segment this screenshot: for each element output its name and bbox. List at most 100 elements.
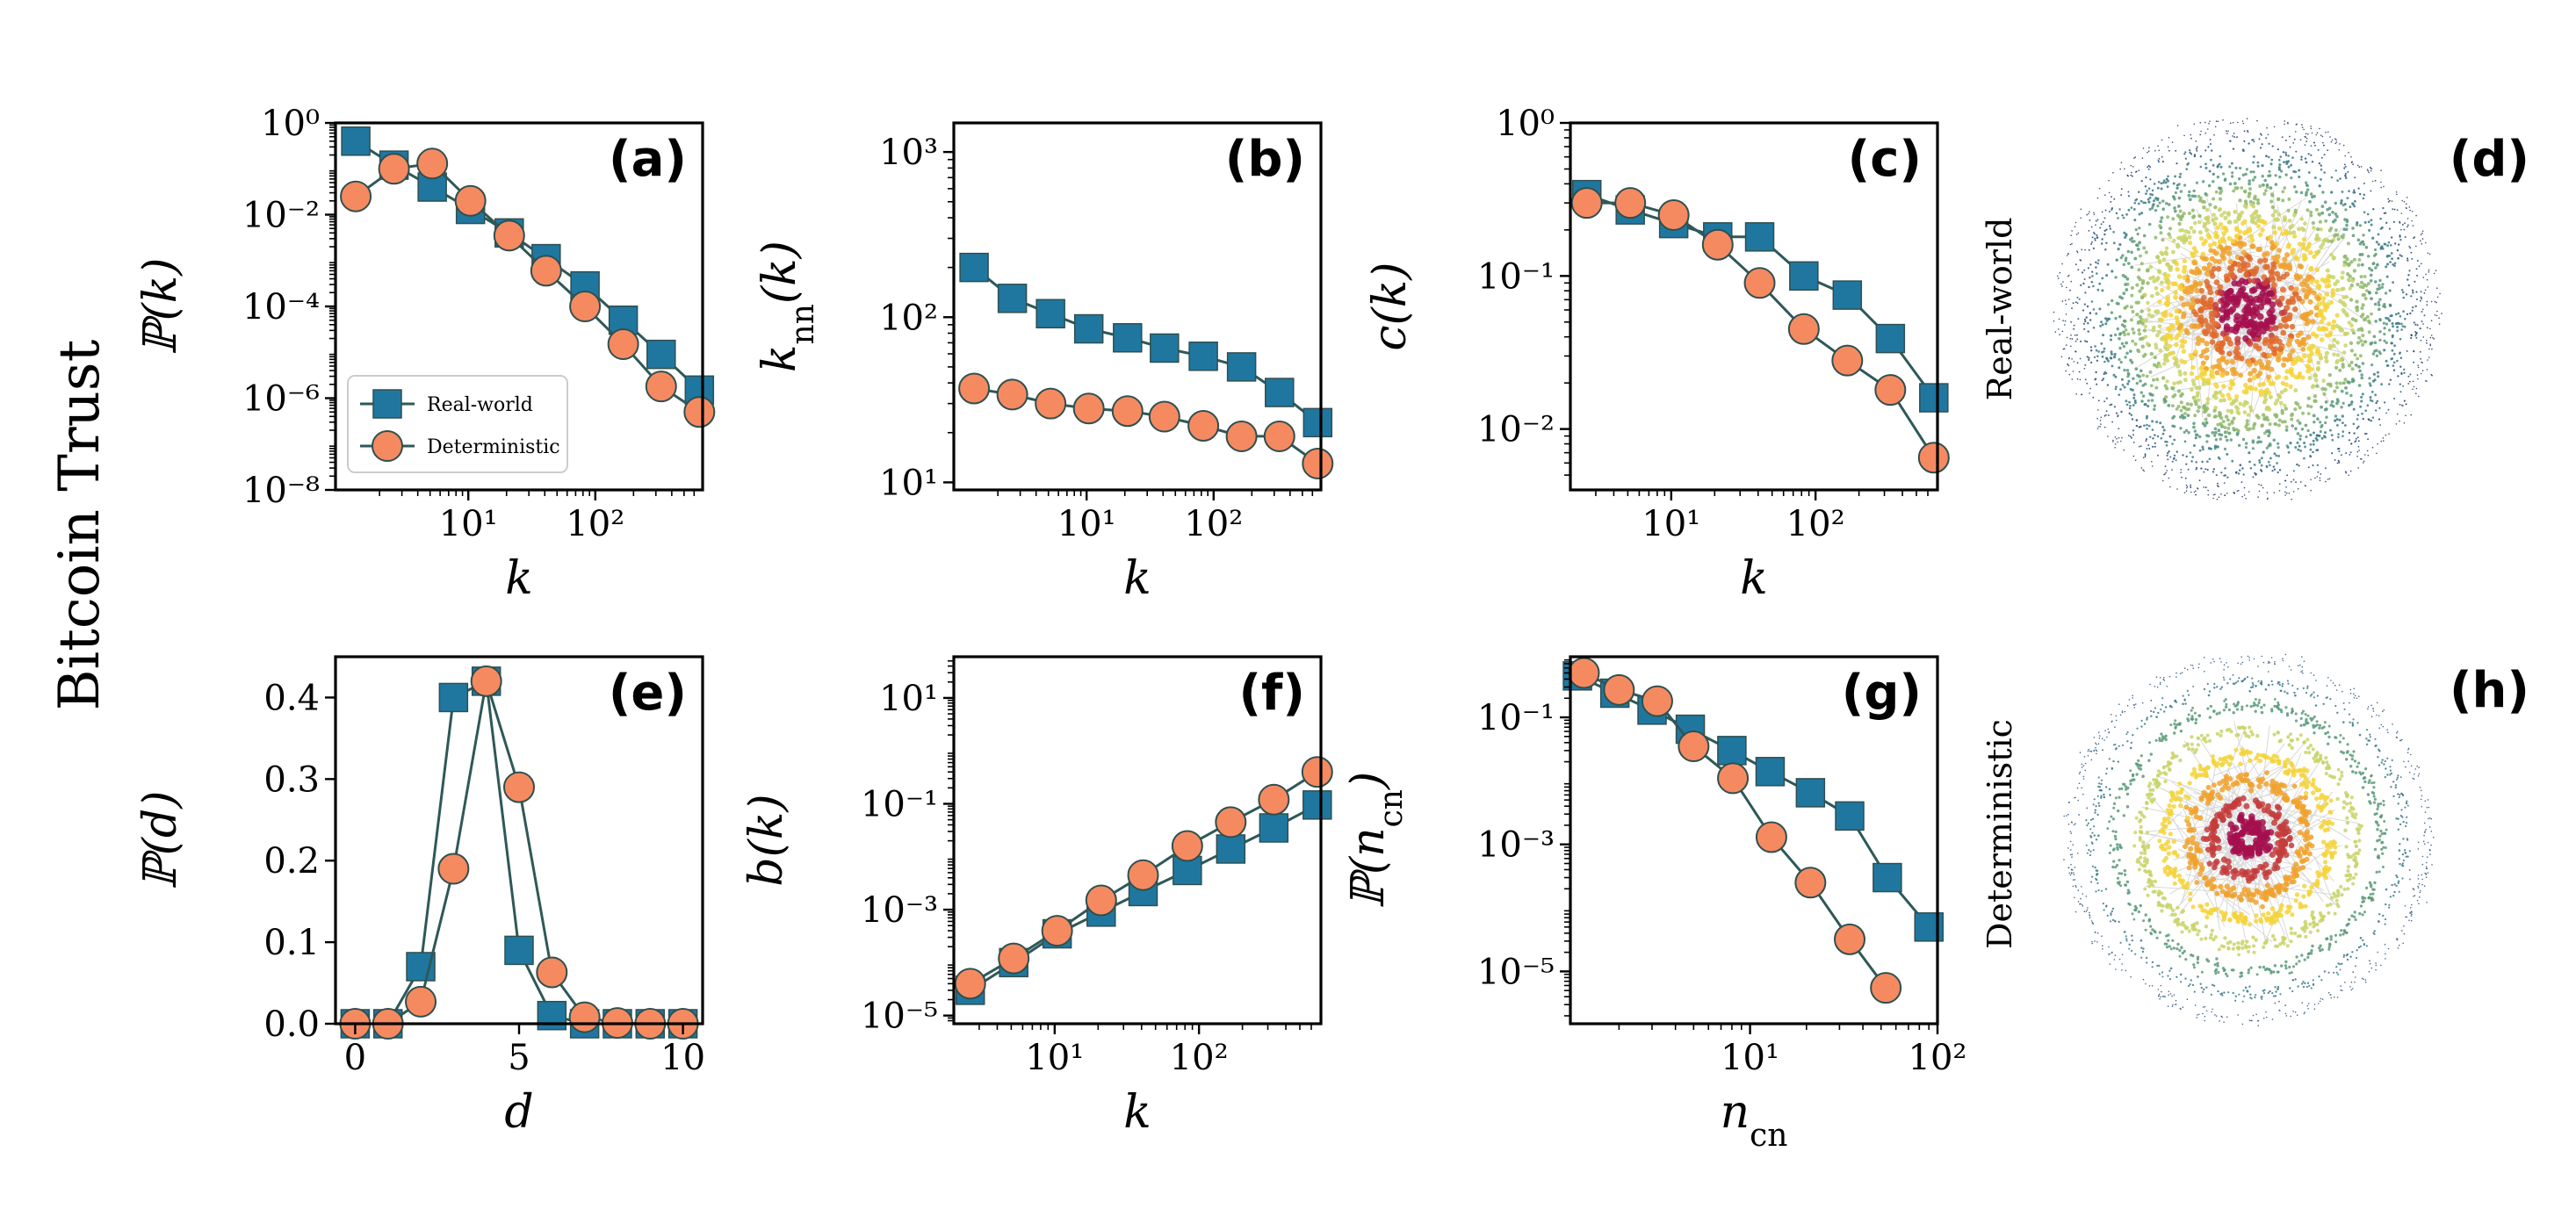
- data-point: [1216, 834, 1246, 864]
- x-tick-label: 10¹: [1057, 504, 1116, 544]
- data-point: [1875, 323, 1906, 354]
- series-line: [355, 679, 683, 1025]
- y-axis-label: b(k): [740, 794, 793, 886]
- data-point: [1259, 813, 1289, 843]
- legend-marker: [372, 430, 403, 462]
- y-tick-label: 10⁻⁴: [242, 287, 320, 327]
- panel-label-g: (g): [1842, 665, 1922, 722]
- series-line: [355, 162, 701, 414]
- x-tick-label: 10: [660, 1038, 705, 1078]
- panel-f: 10¹ 10² 10¹ 10⁻¹ 10⁻³ 10⁻⁵ k b(k) (f): [740, 655, 1333, 1139]
- series-real-world: [959, 252, 1333, 438]
- y-tick-label: 10⁻¹: [1477, 698, 1555, 738]
- y-tick-label: 10⁻³: [1477, 825, 1555, 866]
- data-point: [1794, 867, 1827, 899]
- data-point: [645, 371, 677, 403]
- y-tick-label: 10⁻²: [242, 196, 320, 236]
- data-point: [1150, 333, 1180, 363]
- y-axis-label: knn(k): [754, 241, 821, 372]
- legend: Real-world Deterministic: [347, 375, 568, 473]
- legend-marker: [372, 389, 402, 419]
- series-deterministic: [1568, 657, 1902, 1004]
- data-point: [683, 396, 716, 428]
- data-point: [493, 219, 525, 252]
- data-point: [1834, 923, 1866, 955]
- network-nodes: [2053, 118, 2443, 500]
- panel-label-d: (d): [2450, 131, 2529, 188]
- data-point: [1641, 685, 1673, 717]
- data-point: [997, 284, 1028, 313]
- data-point: [1301, 756, 1333, 788]
- data-point: [1035, 387, 1067, 420]
- network-real-world: [2053, 118, 2443, 500]
- side-label-real-world: Real-world: [1981, 218, 2019, 401]
- panel-label-a: (a): [609, 131, 687, 188]
- data-point: [1874, 374, 1907, 407]
- y-axis-label: ℙ(k): [134, 257, 187, 355]
- y-axis-label: ℙ(d): [134, 791, 187, 890]
- network-deterministic: [2063, 653, 2435, 1026]
- row-title-group: Bitcoin Trust: [47, 339, 112, 710]
- data-point: [1789, 261, 1819, 291]
- data-point: [607, 328, 639, 361]
- data-point: [503, 771, 535, 803]
- y-tick-label: 10⁻⁶: [242, 379, 320, 420]
- data-point: [1113, 323, 1143, 353]
- x-tick-label: 5: [508, 1038, 530, 1078]
- side-label-deterministic: Deterministic: [1981, 719, 2019, 949]
- y-tick-label: 10⁻⁵: [1477, 952, 1555, 992]
- data-point: [1127, 859, 1159, 891]
- data-point: [1657, 198, 1690, 231]
- x-tick-label: 10²: [1786, 504, 1845, 544]
- data-point: [1148, 400, 1180, 433]
- data-point: [1111, 395, 1144, 428]
- data-point: [996, 378, 1028, 411]
- data-point: [1678, 730, 1710, 763]
- data-point: [998, 942, 1030, 975]
- data-point: [1570, 187, 1603, 219]
- y-tick-label: 10³: [879, 133, 938, 173]
- data-point: [340, 180, 372, 212]
- series-line: [355, 140, 701, 392]
- panel-e: 0 5 10 0.0 0.1 0.2 0.3 0.4 d ℙ(d) (e): [134, 655, 705, 1139]
- x-tick-label: 10²: [1184, 504, 1243, 544]
- data-point: [1614, 187, 1647, 219]
- data-point: [405, 985, 437, 1018]
- data-point: [1919, 383, 1949, 413]
- data-point: [569, 291, 602, 322]
- x-axis-label: d: [504, 1086, 533, 1139]
- x-tick-label: 0: [344, 1038, 366, 1078]
- data-point: [1302, 447, 1334, 479]
- y-tick-label: 10²: [879, 298, 938, 338]
- data-point: [1072, 392, 1105, 425]
- data-point: [1755, 821, 1787, 853]
- data-point: [959, 252, 989, 283]
- legend-deterministic: Deterministic: [427, 436, 560, 458]
- data-point: [1835, 801, 1865, 831]
- data-point: [1870, 972, 1902, 1004]
- y-tick-label: 10¹: [879, 463, 938, 503]
- x-axis-label: k: [1123, 1086, 1151, 1139]
- data-point: [1717, 736, 1747, 766]
- data-point: [1795, 778, 1826, 808]
- y-tick-label: 10⁻¹: [1477, 256, 1555, 297]
- y-tick-label: 0.1: [263, 923, 320, 963]
- series-real-world: [340, 666, 698, 1039]
- x-axis-label: k: [1123, 552, 1151, 605]
- data-point: [454, 184, 487, 217]
- series-line: [355, 680, 683, 1025]
- axes-frame: [952, 121, 1323, 492]
- panel-label-e: (e): [609, 665, 687, 722]
- panels: 10¹ 10² 10⁰ 10⁻² 10⁻⁴ 10⁻⁶ 10⁻⁸ k ℙ(k) (a) Real-wo…: [134, 104, 1966, 1154]
- data-point: [1302, 407, 1333, 438]
- data-point: [954, 968, 986, 1000]
- data-point: [1263, 420, 1295, 452]
- panel-b: 10¹ 10² 10¹ 10² 10³ k knn(k) (b): [754, 121, 1334, 605]
- data-point: [504, 935, 534, 966]
- panel-label-f: (f): [1238, 665, 1305, 722]
- data-point: [470, 665, 502, 697]
- y-tick-label: 10⁻²: [1477, 410, 1555, 450]
- series-line: [1577, 674, 1930, 928]
- series-deterministic: [954, 756, 1333, 1000]
- data-point: [568, 1001, 601, 1033]
